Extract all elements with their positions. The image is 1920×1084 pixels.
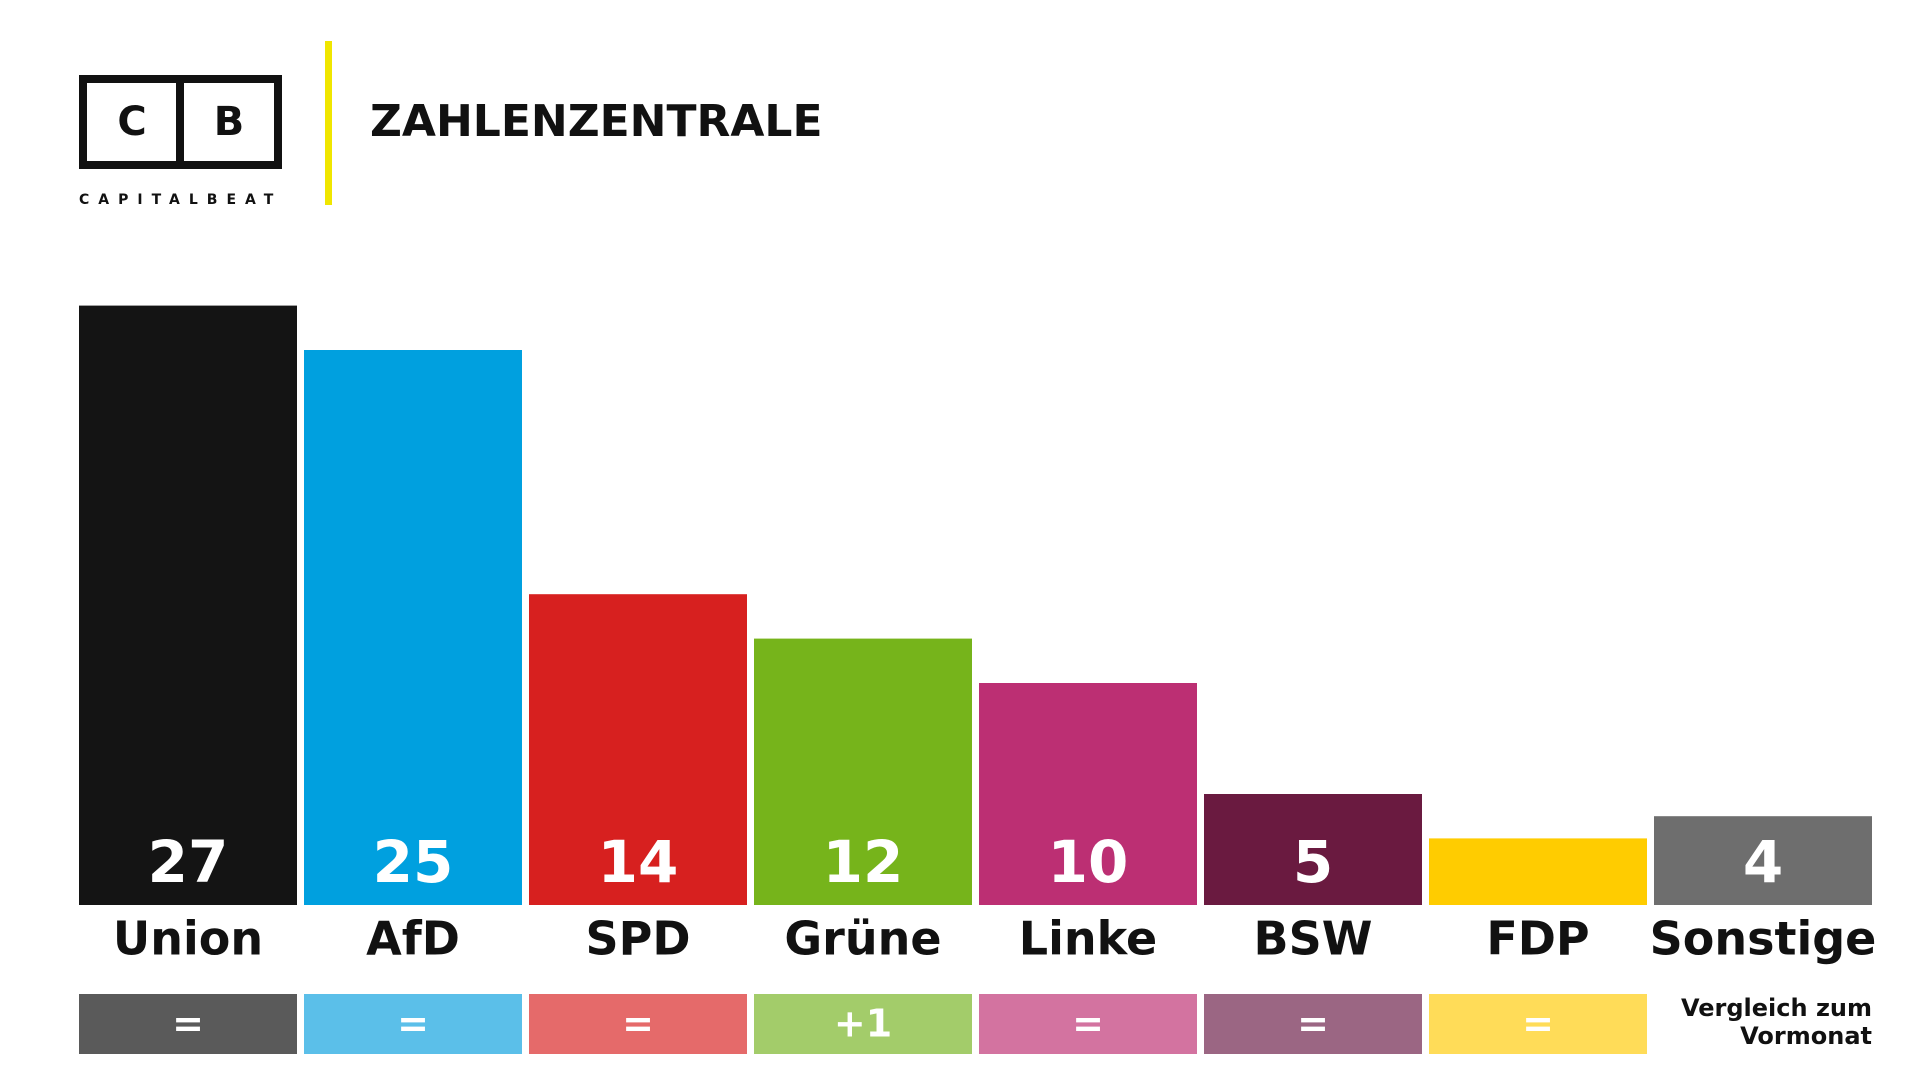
change-box <box>304 994 522 1054</box>
category-label: FDP <box>1486 912 1589 966</box>
value-label: 25 <box>373 828 454 896</box>
bar <box>979 683 1197 905</box>
value-label: 27 <box>148 828 229 896</box>
logo: C B CAPITALBEAT <box>79 75 282 208</box>
change-label: = <box>397 1002 429 1046</box>
category-label: Linke <box>1019 912 1157 966</box>
bar <box>1204 794 1422 905</box>
change-label: = <box>1297 1002 1329 1046</box>
category-label: Sonstige <box>1650 912 1877 966</box>
bar <box>304 350 522 905</box>
change-label: +1 <box>834 1002 892 1046</box>
value-label: 10 <box>1048 828 1129 896</box>
change-box <box>1429 994 1647 1054</box>
bar <box>79 305 297 906</box>
change-label: = <box>1522 1002 1554 1046</box>
divider <box>325 41 332 205</box>
value-label: 5 <box>1293 828 1333 896</box>
change-label: = <box>622 1002 654 1046</box>
category-label: BSW <box>1254 912 1373 966</box>
logo-letter: C <box>117 99 146 145</box>
category-label: AfD <box>366 912 460 966</box>
change-label: = <box>172 1002 204 1046</box>
comparison-note: Vergleich zum Vormonat <box>1681 994 1872 1050</box>
bar <box>754 638 972 905</box>
change-box <box>1204 994 1422 1054</box>
change-box <box>979 994 1197 1054</box>
category-label: Union <box>113 912 263 966</box>
page-title: ZAHLENZENTRALE <box>370 96 823 147</box>
change-box <box>529 994 747 1054</box>
bar <box>1654 816 1872 905</box>
logo-letter: B <box>214 99 245 145</box>
logo-name: CAPITALBEAT <box>79 192 282 208</box>
change-box <box>79 994 297 1054</box>
value-label: 14 <box>598 828 679 896</box>
change-box <box>754 994 972 1054</box>
value-label: 4 <box>1743 828 1783 896</box>
category-label: SPD <box>585 912 690 966</box>
category-label: Grüne <box>784 912 941 966</box>
change-label: = <box>1072 1002 1104 1046</box>
bar <box>1429 838 1647 905</box>
bar <box>529 594 747 905</box>
value-label: 12 <box>823 828 904 896</box>
